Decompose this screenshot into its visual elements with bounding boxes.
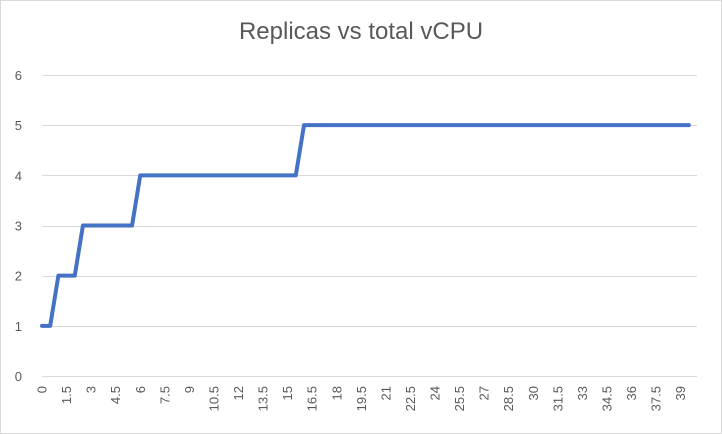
series-line-0 [40, 123, 691, 328]
gridlines [42, 75, 697, 377]
x-tick-label: 27 [477, 386, 492, 400]
y-tick-label: 1 [15, 319, 22, 334]
y-tick-label: 6 [15, 68, 22, 83]
y-tick-label: 4 [15, 168, 22, 183]
x-tick-label: 7.5 [157, 386, 172, 404]
x-tick-label: 39 [673, 386, 688, 400]
x-tick-label: 31.5 [550, 386, 565, 411]
y-tick-label: 5 [15, 118, 22, 133]
x-tick-label: 15 [280, 386, 295, 400]
y-tick-label: 0 [15, 369, 22, 384]
x-tick-label: 12 [231, 386, 246, 400]
y-axis-ticks: 0 1 2 3 4 5 6 [15, 68, 22, 384]
x-tick-label: 24 [428, 386, 443, 400]
y-tick-label: 2 [15, 269, 22, 284]
chart-title: Replicas vs total vCPU [238, 18, 484, 45]
x-tick-label: 22.5 [403, 386, 418, 411]
x-tick-label: 9 [182, 386, 197, 393]
x-tick-label: 6 [133, 386, 148, 393]
x-tick-label: 1.5 [59, 386, 74, 404]
x-tick-label: 21 [378, 386, 393, 400]
x-tick-label: 18 [329, 386, 344, 400]
x-tick-label: 3 [84, 386, 99, 393]
x-tick-label: 16.5 [305, 386, 320, 411]
x-tick-label: 0 [35, 386, 50, 393]
x-tick-label: 10.5 [206, 386, 221, 411]
x-tick-label: 33 [575, 386, 590, 400]
x-tick-label: 37.5 [649, 386, 664, 411]
x-tick-label: 28.5 [501, 386, 516, 411]
x-tick-label: 30 [526, 386, 541, 400]
x-tick-label: 13.5 [256, 386, 271, 411]
series-layer [40, 123, 691, 328]
x-tick-label: 34.5 [599, 386, 614, 411]
x-tick-label: 19.5 [354, 386, 369, 411]
x-axis-ticks: 0 1.5 3 4.5 6 7.5 9 10.5 12 13.5 15 16.5 18 19.5 21 22.… [35, 386, 689, 411]
x-tick-label: 25.5 [452, 386, 467, 411]
x-tick-label: 4.5 [108, 386, 123, 404]
x-tick-label: 36 [624, 386, 639, 400]
y-tick-label: 3 [15, 219, 22, 234]
